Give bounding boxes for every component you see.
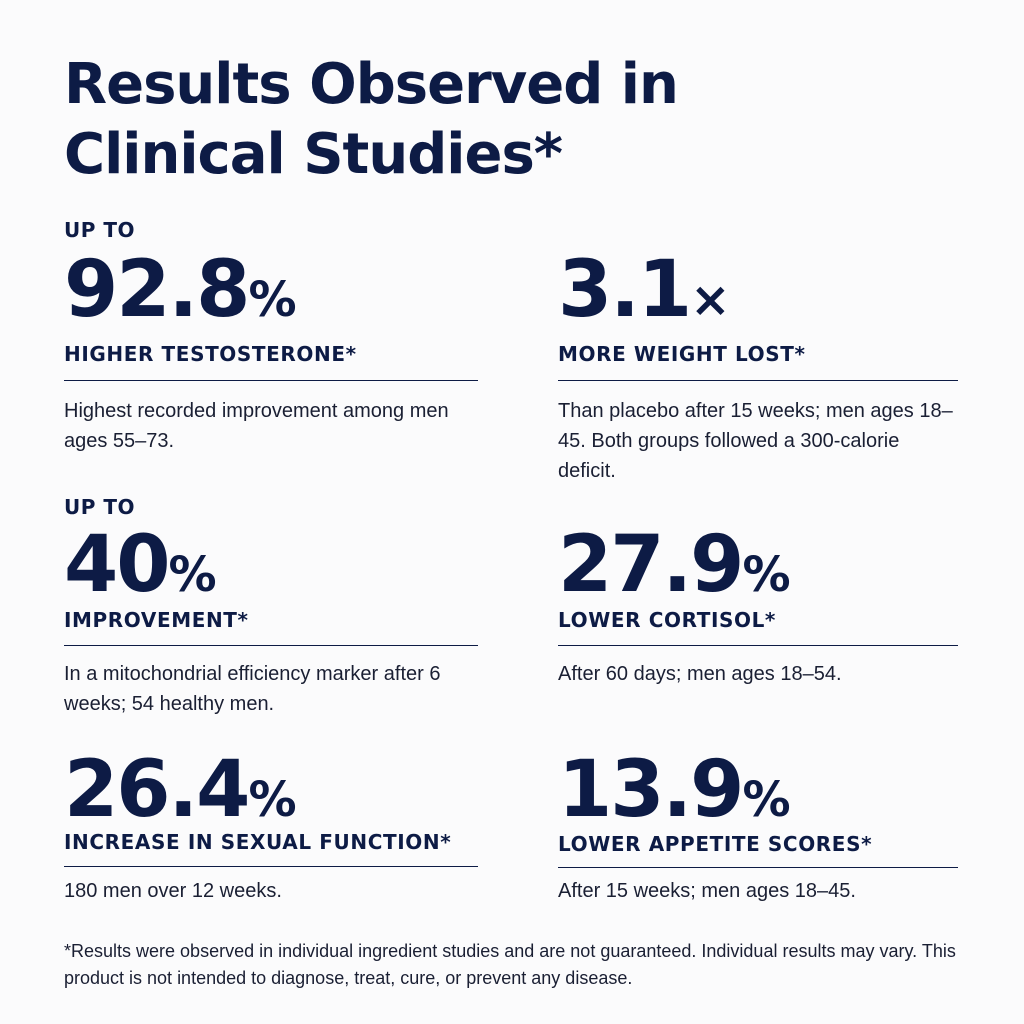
stat-value: 92.8% <box>64 248 297 342</box>
stat-number: 27.9 <box>558 520 744 610</box>
stat-unit: × <box>690 272 731 328</box>
stat-label: IMPROVEMENT* <box>64 608 249 632</box>
divider <box>558 645 958 646</box>
stat-prefix: UP TO <box>64 218 136 242</box>
stat-label: INCREASE IN SEXUAL FUNCTION* <box>64 830 452 854</box>
stat-number: 3.1 <box>558 245 692 335</box>
stat-description: In a mitochondrial efficiency marker aft… <box>64 663 441 715</box>
stat-label: MORE WEIGHT LOST* <box>558 342 806 366</box>
divider <box>558 867 958 868</box>
stat-label: LOWER CORTISOL* <box>558 608 776 632</box>
stat-label: HIGHER TESTOSTERONE* <box>64 342 357 366</box>
stat-description: After 60 days; men ages 18–54. <box>558 663 842 685</box>
stat-improvement: UP TO 40% IMPROVEMENT* In a mitochondria… <box>64 495 478 725</box>
stat-description: After 15 weeks; men ages 18–45. <box>558 880 856 902</box>
divider <box>64 645 478 646</box>
stat-label: LOWER APPETITE SCORES* <box>558 832 873 856</box>
stat-description: 180 men over 12 weeks. <box>64 880 282 902</box>
stat-testosterone: UP TO 92.8% HIGHER TESTOSTERONE* Highest… <box>64 218 478 458</box>
stat-number: 26.4 <box>64 745 250 835</box>
stat-cortisol: 27.9% LOWER CORTISOL* After 60 days; men… <box>558 495 958 695</box>
stat-prefix: UP TO <box>64 495 136 519</box>
stat-sexual-function: 26.4% INCREASE IN SEXUAL FUNCTION* 180 m… <box>64 748 478 918</box>
stat-appetite: 13.9% LOWER APPETITE SCORES* After 15 we… <box>558 748 958 918</box>
page-title: Results Observed in Clinical Studies* <box>64 52 679 187</box>
stat-value: 27.9% <box>558 523 791 617</box>
stat-number: 40 <box>64 520 171 610</box>
stat-value: 40% <box>64 523 217 617</box>
stat-number: 92.8 <box>64 245 250 335</box>
stat-number: 13.9 <box>558 745 744 835</box>
divider <box>64 866 478 867</box>
stat-description: Than placebo after 15 weeks; men ages 18… <box>558 400 953 482</box>
stat-value: 26.4% <box>64 748 297 842</box>
stat-unit: % <box>248 272 297 328</box>
stat-unit: % <box>168 547 217 603</box>
divider <box>64 380 478 381</box>
stat-weight-lost: 3.1× MORE WEIGHT LOST* Than placebo afte… <box>558 218 958 488</box>
disclaimer-footnote: *Results were observed in individual ing… <box>64 941 956 988</box>
stat-description: Highest recorded improvement among men a… <box>64 400 449 452</box>
stat-value: 3.1× <box>558 248 730 342</box>
stat-unit: % <box>742 547 791 603</box>
stat-value: 13.9% <box>558 748 791 842</box>
stat-unit: % <box>742 772 791 828</box>
divider <box>558 380 958 381</box>
stat-unit: % <box>248 772 297 828</box>
